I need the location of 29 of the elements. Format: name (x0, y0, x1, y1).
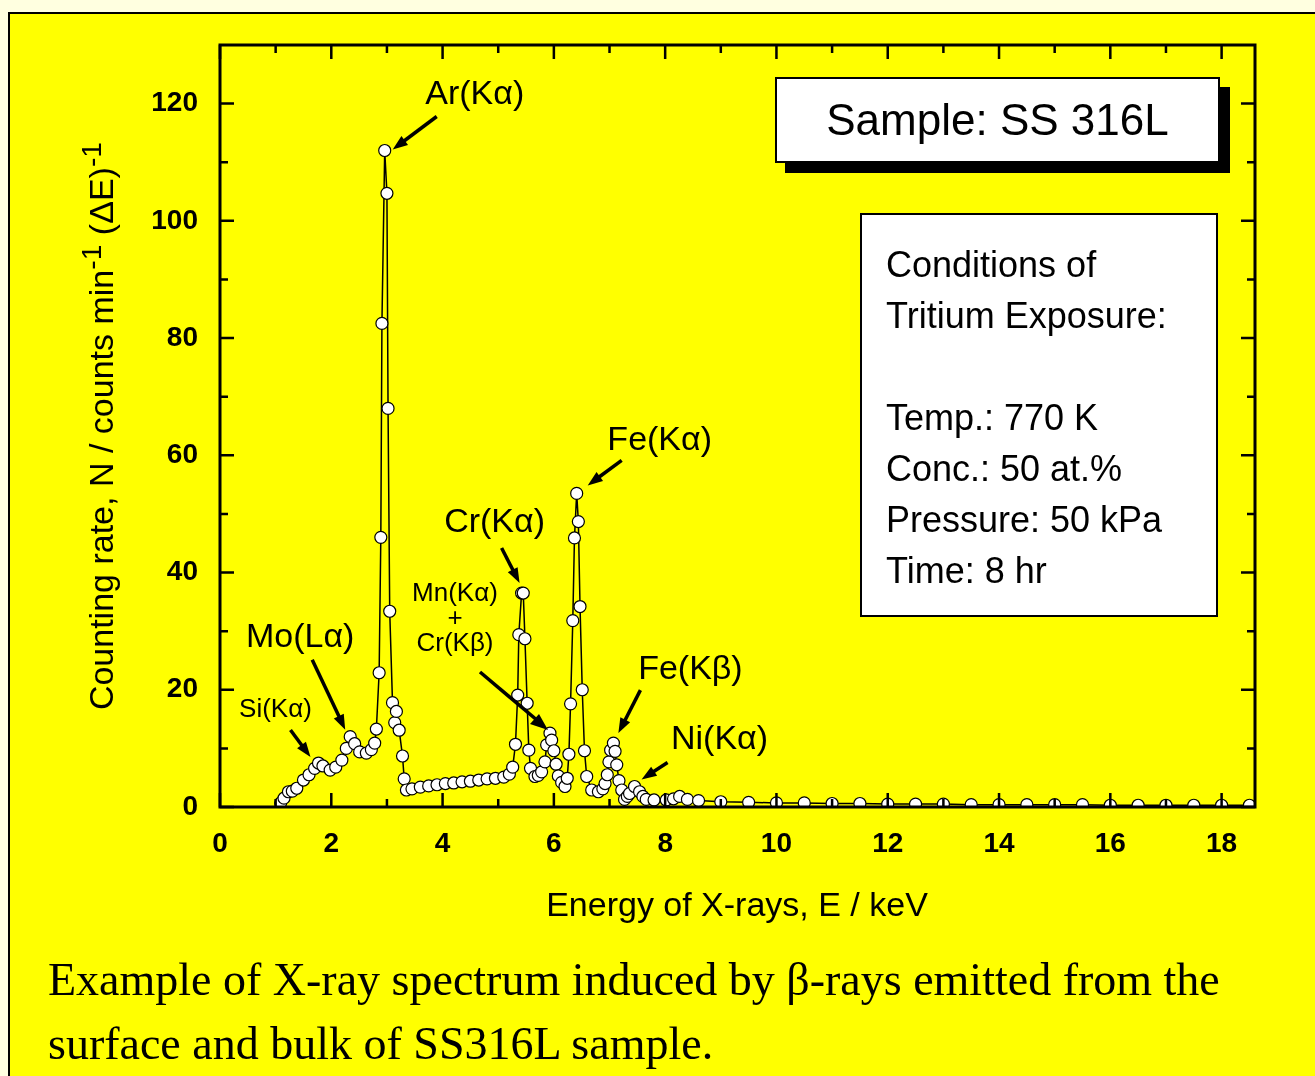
annotation: Mn(Kα) + Cr(Kβ) (411, 577, 499, 657)
annotation: Si(Kα) (239, 693, 312, 724)
annotation: Ar(Kα) (425, 72, 525, 111)
y-tick-label: 0 (182, 789, 198, 821)
annotation: Sample: SS 316L (775, 77, 1220, 163)
x-tick-label: 16 (1094, 826, 1126, 858)
annotation: Ni(Kα) (671, 717, 769, 756)
annotation: Cr(Kα) (444, 501, 546, 540)
x-tick-label: 2 (323, 826, 340, 858)
y-tick-label: 80 (166, 320, 198, 352)
x-tick-label: 0 (212, 826, 228, 858)
x-tick-label: 4 (434, 826, 451, 858)
y-tick-label: 120 (151, 86, 198, 118)
x-tick-label: 18 (1206, 826, 1238, 858)
y-tick-label: 100 (151, 203, 198, 235)
x-tick-label: 10 (760, 826, 793, 858)
annotation: Fe(Kα) (607, 418, 713, 457)
annotation: Fe(Kβ) (638, 648, 743, 687)
y-tick-label: 20 (166, 672, 198, 704)
x-tick-label: 8 (657, 826, 673, 858)
text: Conditions of Tritium Exposure: Temp.: 770 K Conc.: 50 at.% Pressure: 50 kPa Time: 8 hr (886, 244, 1167, 591)
x-tick-label: 12 (872, 826, 904, 858)
x-tick-label: 6 (546, 826, 562, 858)
x-axis-title: Energy of X-rays, E / keV (546, 885, 928, 924)
text: Example of X-ray spectrum induced by β-rays emitted from the surface and bulk of SS316L sample. (48, 953, 1221, 1071)
y-tick-label: 40 (166, 555, 198, 587)
x-tick-label: 14 (983, 826, 1016, 858)
y-tick-label: 60 (166, 438, 198, 470)
annotation: Mo(Lα) (245, 616, 355, 655)
